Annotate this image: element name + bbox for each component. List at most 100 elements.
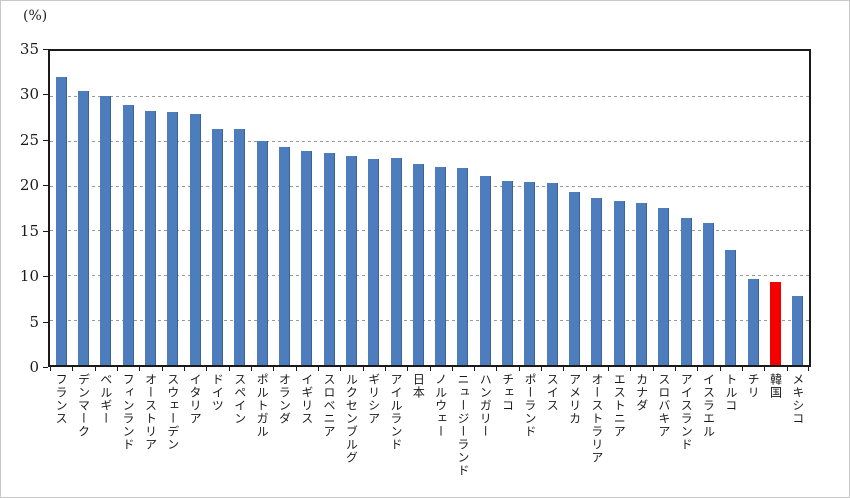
y-axis-tick-mark xyxy=(43,230,48,232)
x-axis-tick-mark xyxy=(50,367,51,371)
x-axis-category-slot: フランス xyxy=(50,373,72,497)
x-axis-category-label: オーストラリア xyxy=(589,373,604,464)
x-axis-category-slot: ルクセンブルグ xyxy=(340,373,362,497)
x-axis-tick-mark xyxy=(317,367,319,371)
y-axis-tick-mark xyxy=(43,276,48,278)
x-axis-category-label: ノルウェー xyxy=(433,373,448,438)
y-axis-unit-label: (%) xyxy=(23,8,48,24)
x-axis-category-slot: フィンランド xyxy=(117,373,139,497)
bar xyxy=(278,147,290,365)
x-axis-category-label: 韓国 xyxy=(768,373,783,399)
gridline xyxy=(50,140,809,142)
bar xyxy=(479,175,491,365)
bar xyxy=(167,112,179,365)
x-axis-category-label: 日本 xyxy=(411,373,426,399)
x-axis-category-label: ニュージーランド xyxy=(455,373,470,477)
bar xyxy=(680,217,692,365)
bar xyxy=(435,166,447,365)
x-axis-tick-mark xyxy=(474,367,476,371)
bar xyxy=(122,104,134,365)
bar xyxy=(144,111,156,365)
x-axis-tick-mark xyxy=(407,367,409,371)
x-axis-category-slot: ハンガリー xyxy=(474,373,496,497)
x-axis-tick-mark xyxy=(161,367,163,371)
x-axis-category-label: ドイツ xyxy=(210,373,225,412)
x-axis-category-slot: カナダ xyxy=(630,373,652,497)
x-axis-category-slot: スロベニア xyxy=(318,373,340,497)
gridline xyxy=(50,320,809,322)
y-axis-tick-mark xyxy=(43,94,48,96)
x-axis-category-slot: オランダ xyxy=(273,373,295,497)
x-axis-tick-mark xyxy=(585,367,587,371)
x-axis-tick-mark xyxy=(764,367,766,371)
x-axis-tick-mark xyxy=(250,367,252,371)
x-axis-category-slot: スペイン xyxy=(229,373,251,497)
x-axis-tick-mark xyxy=(273,367,275,371)
x-axis-category-slot: イタリア xyxy=(184,373,206,497)
x-axis-category-label: イギリス xyxy=(299,373,314,425)
x-axis-category-label: ポルトガル xyxy=(255,373,270,438)
y-axis-tick-label: 10 xyxy=(19,267,39,286)
x-axis-category-slot: アイルランド xyxy=(385,373,407,497)
bar xyxy=(703,223,715,365)
x-axis-tick-mark xyxy=(116,367,118,371)
bar xyxy=(100,95,112,365)
x-axis-category-slot: イスラエル xyxy=(697,373,719,497)
bar xyxy=(368,158,380,365)
x-axis-category-slot: メキシコ xyxy=(787,373,809,497)
x-axis-category-label: スイス xyxy=(545,373,560,412)
bar xyxy=(792,295,804,365)
x-axis-tick-mark xyxy=(518,367,520,371)
x-axis-category-slot: ギリシア xyxy=(363,373,385,497)
bar xyxy=(747,278,759,365)
y-axis-tick-label: 20 xyxy=(19,176,39,195)
x-axis-category-label: オランダ xyxy=(277,373,292,425)
bar xyxy=(636,202,648,365)
bar xyxy=(323,153,335,365)
bar xyxy=(345,155,357,365)
x-axis-category-slot: チリ xyxy=(742,373,764,497)
x-axis-tick-mark xyxy=(808,367,809,371)
bar xyxy=(301,151,313,365)
x-axis-category-slot: チェコ xyxy=(496,373,518,497)
y-axis-tick-mark xyxy=(43,321,48,323)
x-axis-tick-mark xyxy=(697,367,699,371)
bar xyxy=(613,200,625,365)
bar xyxy=(524,181,536,365)
x-axis-category-label: エストニア xyxy=(612,373,627,438)
x-axis-category-label: チリ xyxy=(746,373,761,399)
gridline xyxy=(50,185,809,187)
gridline xyxy=(50,230,809,232)
x-axis-category-slot: トルコ xyxy=(720,373,742,497)
bar xyxy=(77,91,89,365)
bar xyxy=(211,129,223,365)
y-axis-tick-label: 5 xyxy=(29,312,39,331)
y-axis-tick-mark xyxy=(43,367,48,368)
x-axis-tick-mark xyxy=(429,367,431,371)
x-axis-tick-mark xyxy=(295,367,297,371)
x-axis-category-slot: ベルギー xyxy=(95,373,117,497)
x-axis-category-label: アイスランド xyxy=(679,373,694,451)
x-axis-tick-mark xyxy=(786,367,788,371)
x-axis-tick-mark xyxy=(630,367,632,371)
y-axis-tick-label: 0 xyxy=(29,358,39,376)
y-axis-tick-label: 35 xyxy=(19,40,39,58)
x-axis-category-labels: フランス デンマーク ベルギー フィンランド オーストリア スウェーデン イタリア ドイツ スペ… xyxy=(48,373,811,497)
x-axis-category-label: ベルギー xyxy=(98,373,113,425)
x-axis-category-slot: ノルウェー xyxy=(430,373,452,497)
x-axis-tick-mark xyxy=(228,367,230,371)
bar xyxy=(725,250,737,365)
x-axis-category-slot: スウェーデン xyxy=(162,373,184,497)
x-axis-category-label: スロベニア xyxy=(322,373,337,438)
bar xyxy=(189,113,201,365)
bar xyxy=(390,157,402,365)
x-axis-category-label: ルクセンブルグ xyxy=(344,373,359,464)
x-axis-category-slot: ニュージーランド xyxy=(452,373,474,497)
x-axis-category-slot: ポーランド xyxy=(519,373,541,497)
x-axis-tick-mark xyxy=(675,367,677,371)
x-axis-category-slot: スイス xyxy=(541,373,563,497)
x-axis-tick-mark xyxy=(742,367,744,371)
x-axis-category-slot: アメリカ xyxy=(563,373,585,497)
bar xyxy=(412,164,424,365)
